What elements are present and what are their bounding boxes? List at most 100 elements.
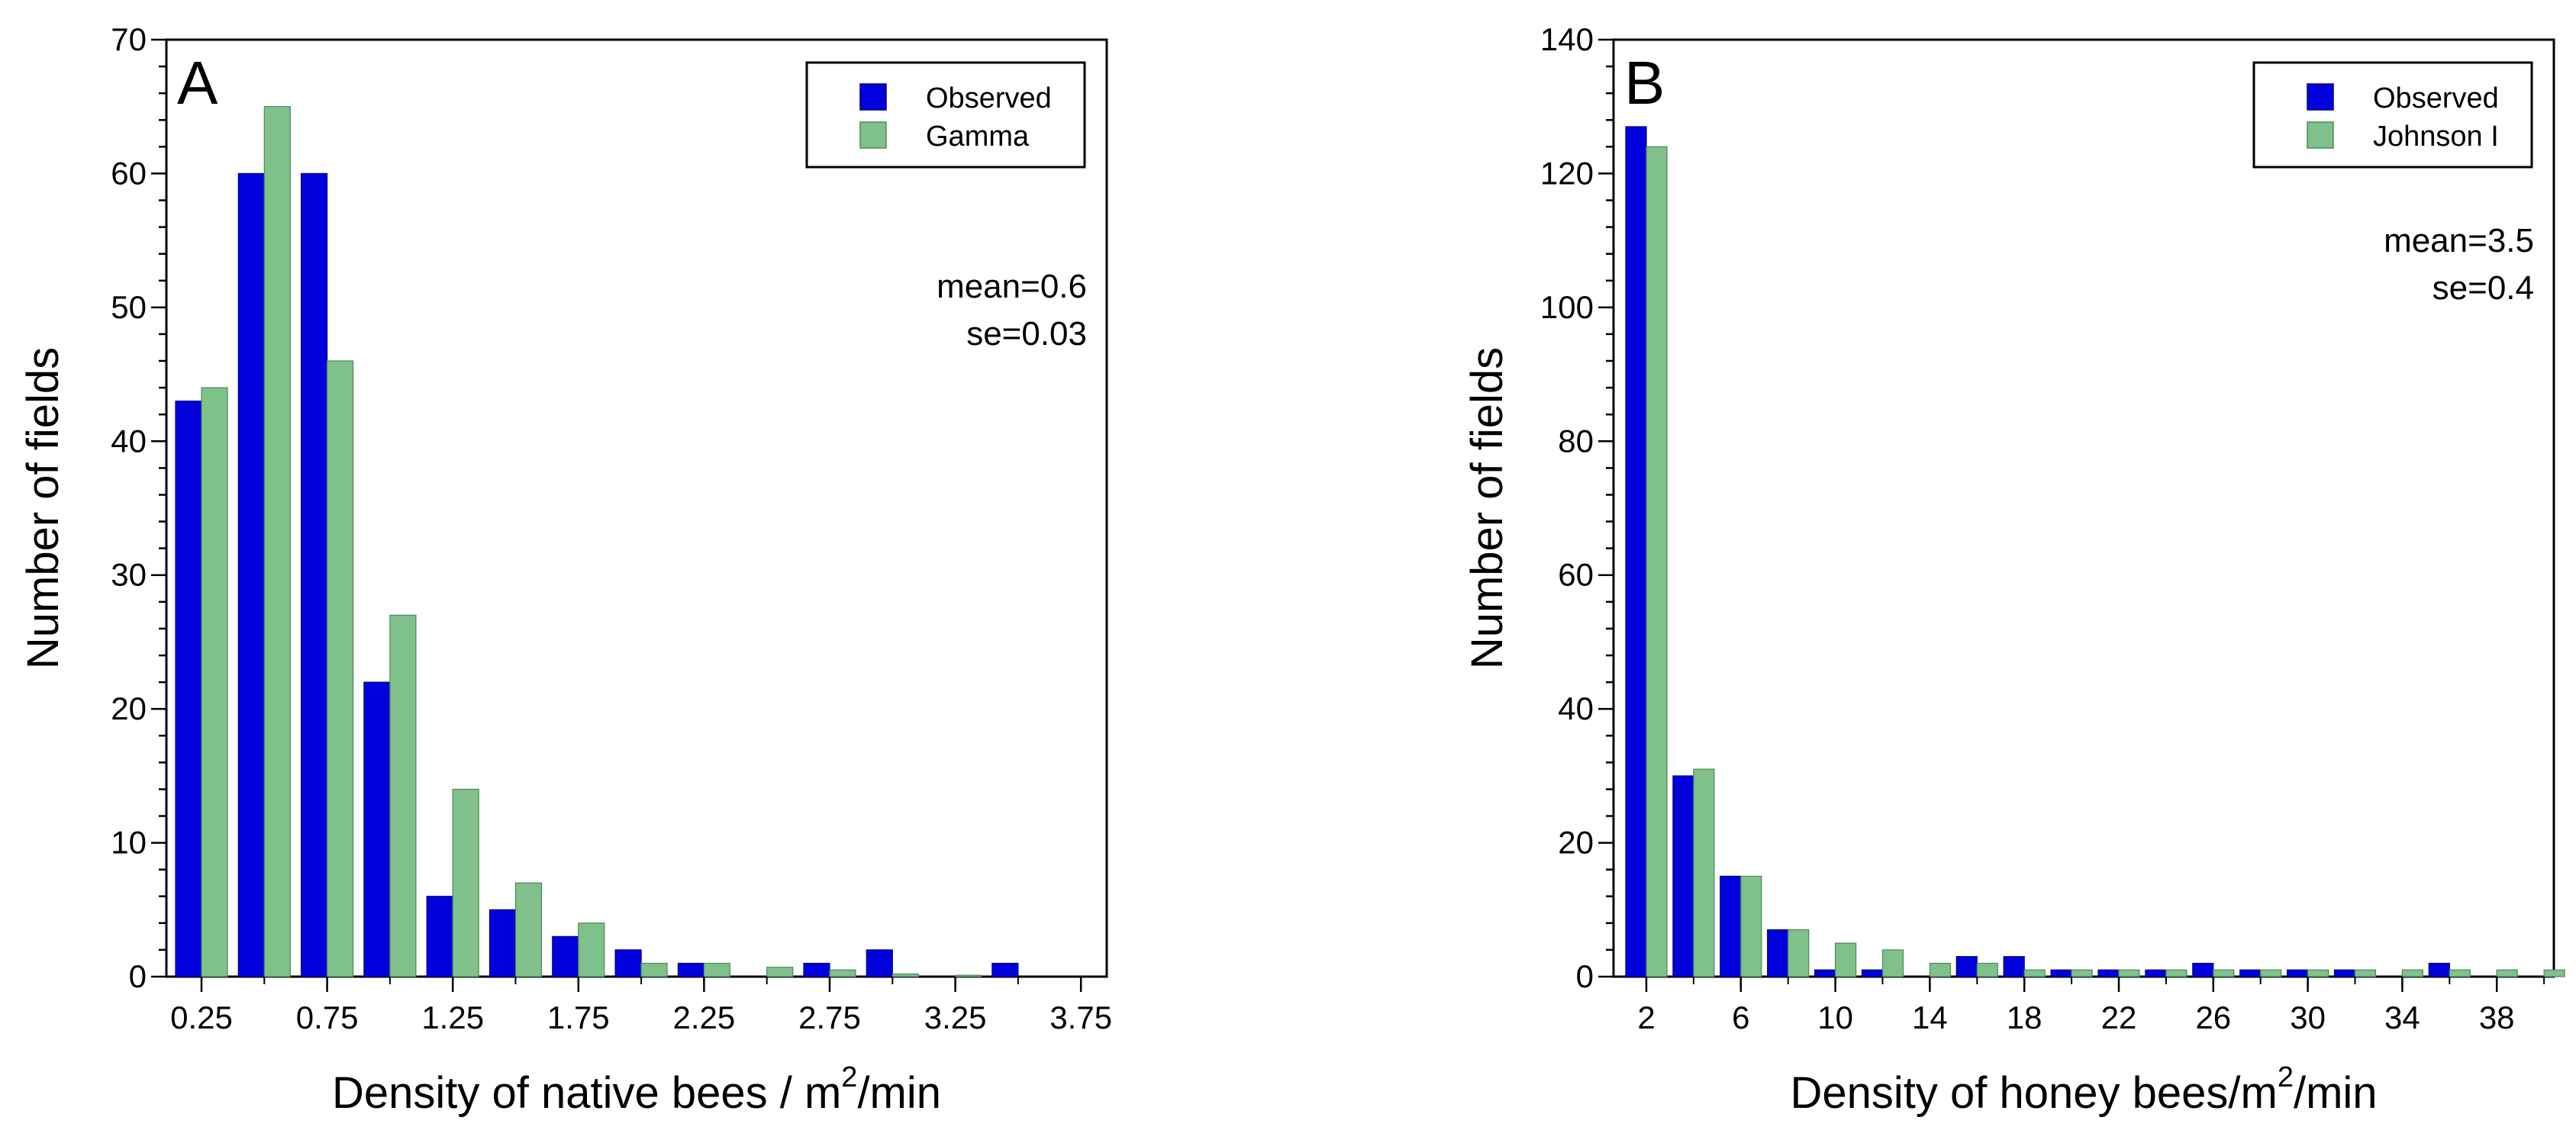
bar-observed-1.75 [552,935,579,977]
bar-fitted-32 [2354,969,2377,977]
legend-label-fitted: Johnson I [2373,121,2499,153]
bar-fitted-0.50 [263,106,291,977]
bar-fitted-24 [2165,969,2188,977]
bar-observed-8 [1767,929,1789,977]
bar-observed-2.25 [677,962,705,977]
bar-fitted-38 [2496,969,2518,977]
y-tick-label: 120 [1540,155,1594,191]
y-tick-label: 40 [111,423,147,459]
x-tick-label: 10 [1817,1000,1853,1035]
bar-fitted-1.75 [578,922,605,977]
y-tick-label: 50 [111,289,147,325]
x-tick-label: 14 [1912,1000,1948,1035]
stat-se: se=0.03 [966,315,1087,353]
bar-fitted-2.25 [703,962,731,977]
bar-observed-3.50 [991,962,1019,977]
panel-b-legend: Observed Johnson I [2252,61,2533,169]
bar-fitted-16 [1976,962,1998,977]
bar-fitted-4 [1693,768,1715,977]
bar-observed-26 [2192,962,2214,977]
x-axis-label: Density of honey bees/m2/min [1790,1061,2377,1118]
bar-observed-10 [1814,969,1836,977]
panel-a: 0 10 20 30 40 50 60 70 0.25 0.75 1.25 1.75 2.25 2.75… [18,21,1112,1118]
bar-observed-2 [1625,126,1647,977]
stat-se: se=0.4 [2433,269,2534,307]
bar-observed-36 [2428,962,2450,977]
bar-fitted-14 [1929,962,1951,977]
panel-a-legend: Observed Gamma [805,61,1086,169]
y-tick-label: 60 [1558,557,1594,593]
panel-a-label: A [177,49,218,117]
y-tick-label: 0 [129,958,147,994]
legend-swatch-fitted [2307,121,2334,149]
bar-observed-22 [2097,969,2120,977]
y-tick-label: 60 [111,155,147,191]
bar-observed-0.25 [175,401,202,977]
bar-fitted-1.00 [389,614,417,977]
bar-fitted-28 [2260,969,2282,977]
x-tick-label: 3.75 [1049,1000,1112,1035]
y-axis-label: Number of fields [1462,347,1512,669]
bar-fitted-3.00 [891,973,919,977]
y-tick-label: 0 [1576,958,1594,994]
y-tick-label: 30 [111,557,147,593]
bar-fitted-8 [1788,929,1810,977]
stat-mean: mean=3.5 [2384,222,2534,259]
bar-observed-18 [2003,956,2025,977]
y-tick-label: 10 [111,825,147,861]
bar-fitted-0.25 [201,387,228,977]
bar-fitted-18 [2023,969,2046,977]
y-tick-label: 80 [1558,423,1594,459]
x-tick-label: 0.75 [296,1000,359,1035]
bar-fitted-1.50 [514,882,543,977]
y-tick-label: 140 [1540,21,1594,57]
bar-fitted-10 [1835,942,1857,977]
bar-observed-32 [2333,969,2356,977]
bar-fitted-2.50 [766,967,794,977]
x-tick-label: 26 [2195,1000,2231,1035]
legend-label-observed: Observed [926,82,1052,114]
bar-observed-3.00 [866,949,893,977]
legend-swatch-fitted [859,121,887,149]
legend-box [2252,61,2533,169]
bar-observed-30 [2287,969,2309,977]
bar-fitted-12 [1881,949,1904,977]
x-tick-label: 34 [2384,1000,2420,1035]
x-tick-label: 2 [1637,1000,1655,1035]
bar-observed-4 [1672,775,1694,977]
y-axis-label: Number of fields [18,347,68,669]
bar-observed-28 [2239,969,2262,977]
bar-observed-1.50 [488,909,517,977]
x-tick-label: 38 [2479,1000,2515,1035]
x-axis-label: Density of native bees / m2/min [332,1061,941,1118]
x-tick-label: 22 [2101,1000,2137,1035]
y-tick-label: 40 [1558,691,1594,726]
bar-fitted-40 [2543,969,2565,977]
y-tick-label: 70 [111,21,147,57]
bar-fitted-34 [2401,969,2423,977]
legend-label-observed: Observed [2373,82,2499,114]
bar-fitted-6 [1740,875,1762,977]
x-tick-label: 0.25 [170,1000,233,1035]
x-tick-label: 6 [1732,1000,1749,1035]
bar-fitted-30 [2307,969,2329,977]
bar-observed-24 [2145,969,2167,977]
x-tick-label: 3.25 [924,1000,987,1035]
bar-observed-2.75 [803,962,830,977]
y-tick-label: 20 [111,691,147,726]
x-tick-label: 30 [2290,1000,2326,1035]
y-tick-label: 20 [1558,825,1594,861]
bar-fitted-20 [2071,969,2093,977]
x-tick-label: 18 [2007,1000,2042,1035]
legend-swatch-observed [859,83,887,111]
bar-observed-6 [1720,875,1742,977]
legend-box [805,61,1086,169]
legend-label-fitted: Gamma [926,121,1030,153]
bar-fitted-36 [2449,969,2471,977]
x-tick-label: 1.25 [421,1000,484,1035]
y-tick-label: 100 [1540,289,1594,325]
bar-observed-16 [1955,956,1978,977]
bar-fitted-2 [1646,146,1668,977]
stat-mean: mean=0.6 [937,268,1087,305]
